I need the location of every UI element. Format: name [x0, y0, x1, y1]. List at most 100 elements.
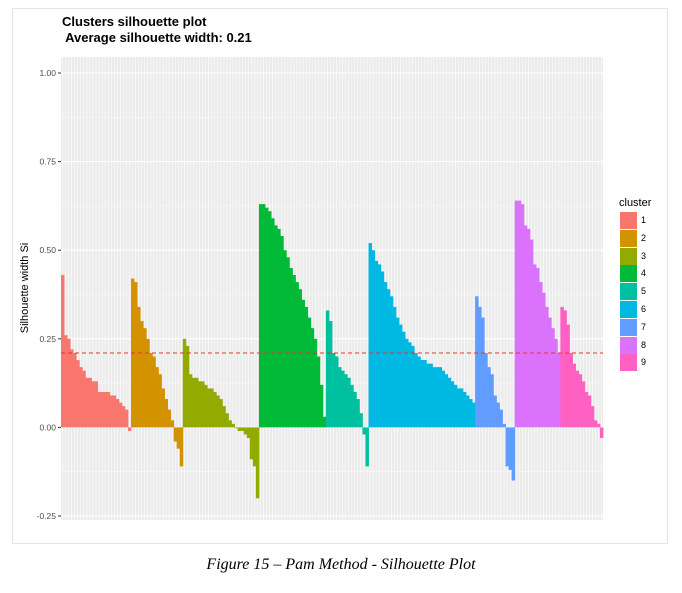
bar-cluster-2	[164, 399, 168, 428]
y-tick-label: 0.75	[39, 157, 56, 167]
legend-key-2	[620, 229, 637, 247]
bar-cluster-8	[548, 317, 552, 428]
bar-cluster-7	[484, 352, 488, 428]
bar-cluster-4	[258, 204, 263, 428]
bar-cluster-3	[252, 427, 257, 467]
legend-label-2: 2	[641, 232, 647, 243]
bars	[61, 200, 604, 499]
bar-cluster-6	[459, 388, 464, 428]
bar-cluster-7	[478, 306, 482, 428]
bar-cluster-1	[76, 360, 80, 428]
chart-title: Clusters silhouette plot	[62, 14, 207, 29]
bar-cluster-7	[511, 427, 516, 481]
bar-cluster-1	[115, 399, 120, 428]
bar-cluster-9	[566, 324, 570, 428]
legend-label-4: 4	[641, 268, 647, 279]
legend-label-5: 5	[641, 286, 647, 297]
bar-cluster-3	[240, 427, 245, 431]
bar-cluster-1	[91, 381, 95, 428]
bar-cluster-9	[578, 374, 583, 428]
bar-cluster-1	[67, 338, 71, 428]
bar-cluster-6	[435, 367, 439, 428]
bar-cluster-5	[356, 399, 360, 428]
bar-cluster-5	[335, 356, 339, 428]
bar-cluster-1	[112, 395, 117, 428]
bar-cluster-6	[429, 363, 433, 428]
bar-cluster-2	[176, 427, 181, 449]
bar-cluster-7	[493, 395, 497, 428]
bar-cluster-2	[152, 356, 156, 428]
bar-cluster-4	[280, 236, 284, 428]
bar-cluster-6	[453, 384, 458, 428]
bar-cluster-3	[237, 427, 242, 431]
bar-cluster-3	[234, 427, 239, 429]
bar-cluster-3	[222, 406, 226, 428]
bar-cluster-1	[127, 427, 132, 431]
bar-cluster-2	[170, 420, 175, 428]
bar-cluster-3	[191, 377, 196, 428]
bar-cluster-9	[569, 352, 573, 428]
bar-cluster-8	[551, 328, 555, 428]
bar-cluster-8	[539, 282, 543, 428]
bar-cluster-9	[560, 306, 564, 428]
bar-cluster-6	[405, 338, 409, 428]
bar-cluster-1	[100, 391, 105, 428]
bar-cluster-6	[420, 360, 424, 428]
bar-cluster-5	[344, 374, 348, 428]
bar-cluster-4	[322, 416, 327, 428]
bar-cluster-9	[587, 395, 592, 428]
bar-cluster-3	[188, 374, 193, 428]
bar-cluster-1	[70, 349, 74, 428]
legend-key-4	[620, 265, 637, 283]
bar-cluster-3	[225, 413, 229, 428]
bar-cluster-4	[301, 299, 305, 428]
bar-cluster-2	[140, 321, 144, 428]
bar-cluster-2	[167, 409, 172, 428]
legend-key-6	[620, 301, 637, 318]
bar-cluster-6	[447, 377, 452, 428]
y-tick-label: 1.00	[39, 68, 56, 78]
bar-cluster-6	[386, 289, 391, 428]
bar-cluster-9	[575, 370, 580, 428]
bar-cluster-5	[350, 384, 354, 428]
bar-cluster-9	[581, 381, 586, 428]
legend-label-7: 7	[641, 321, 647, 332]
bar-cluster-6	[432, 367, 436, 428]
bar-cluster-9	[596, 423, 601, 428]
bar-cluster-9	[599, 427, 604, 439]
bar-cluster-9	[563, 310, 567, 428]
bar-cluster-6	[398, 324, 403, 428]
y-tick-label: -0.25	[37, 511, 57, 521]
bar-cluster-5	[353, 391, 357, 428]
bar-cluster-6	[374, 260, 379, 428]
y-axis: -0.25 0.00 0.25 0.50 0.75 1.00	[37, 68, 61, 521]
bar-cluster-7	[499, 409, 503, 428]
bar-cluster-4	[277, 228, 281, 428]
bar-cluster-4	[307, 317, 312, 428]
bar-cluster-3	[207, 388, 211, 428]
bar-cluster-4	[261, 204, 266, 428]
bar-cluster-6	[417, 356, 421, 428]
y-tick-label: 0.00	[39, 422, 56, 432]
bar-cluster-6	[402, 331, 406, 428]
bar-cluster-6	[465, 395, 470, 428]
bar-cluster-1	[64, 335, 68, 428]
bar-cluster-6	[441, 370, 446, 428]
bar-cluster-8	[517, 200, 522, 428]
bar-cluster-4	[289, 267, 293, 428]
bar-cluster-3	[210, 388, 214, 428]
bar-cluster-4	[310, 328, 315, 428]
legend-key-7	[620, 318, 637, 336]
bar-cluster-3	[228, 420, 232, 428]
bar-cluster-6	[368, 243, 372, 428]
legend-label-1: 1	[641, 215, 647, 225]
bar-cluster-4	[265, 207, 269, 428]
bar-cluster-7	[508, 427, 513, 470]
legend-key-3	[620, 247, 637, 265]
bar-cluster-2	[155, 367, 159, 428]
bar-cluster-8	[520, 204, 525, 428]
bar-cluster-1	[109, 395, 114, 428]
bar-cluster-6	[395, 317, 400, 428]
bar-cluster-6	[426, 363, 430, 428]
bar-cluster-6	[408, 342, 412, 428]
